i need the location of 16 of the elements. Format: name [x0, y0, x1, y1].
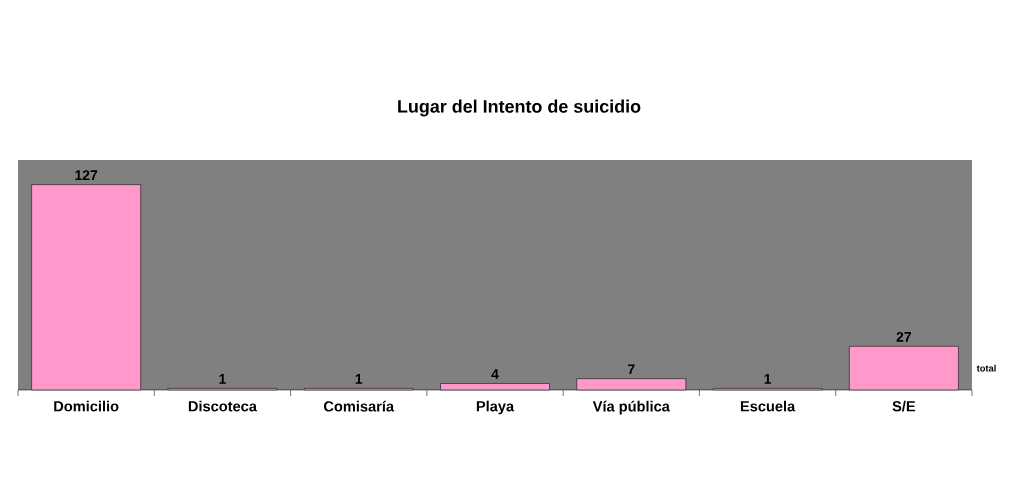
x-tick-label: Escuela — [740, 400, 796, 412]
data-label: 1 — [764, 374, 772, 384]
data-label: 1 — [219, 374, 226, 384]
x-tick-label: Discoteca — [188, 400, 258, 412]
x-tick-label: Vía pública — [592, 400, 670, 415]
x-tick-label: Domicilio — [54, 400, 119, 412]
data-label: 127 — [75, 170, 98, 180]
data-label: 27 — [896, 331, 912, 342]
data-label: 7 — [628, 364, 635, 374]
x-tick-label: Playa — [476, 400, 515, 415]
chart-title: Lugar del Intento de suicidio — [398, 99, 641, 117]
x-tick-label: S/E — [892, 400, 916, 412]
data-label: 1 — [355, 374, 363, 384]
data-label: 4 — [491, 369, 499, 379]
series-label: total — [976, 364, 996, 372]
x-tick-label: Comisaría — [323, 400, 395, 412]
